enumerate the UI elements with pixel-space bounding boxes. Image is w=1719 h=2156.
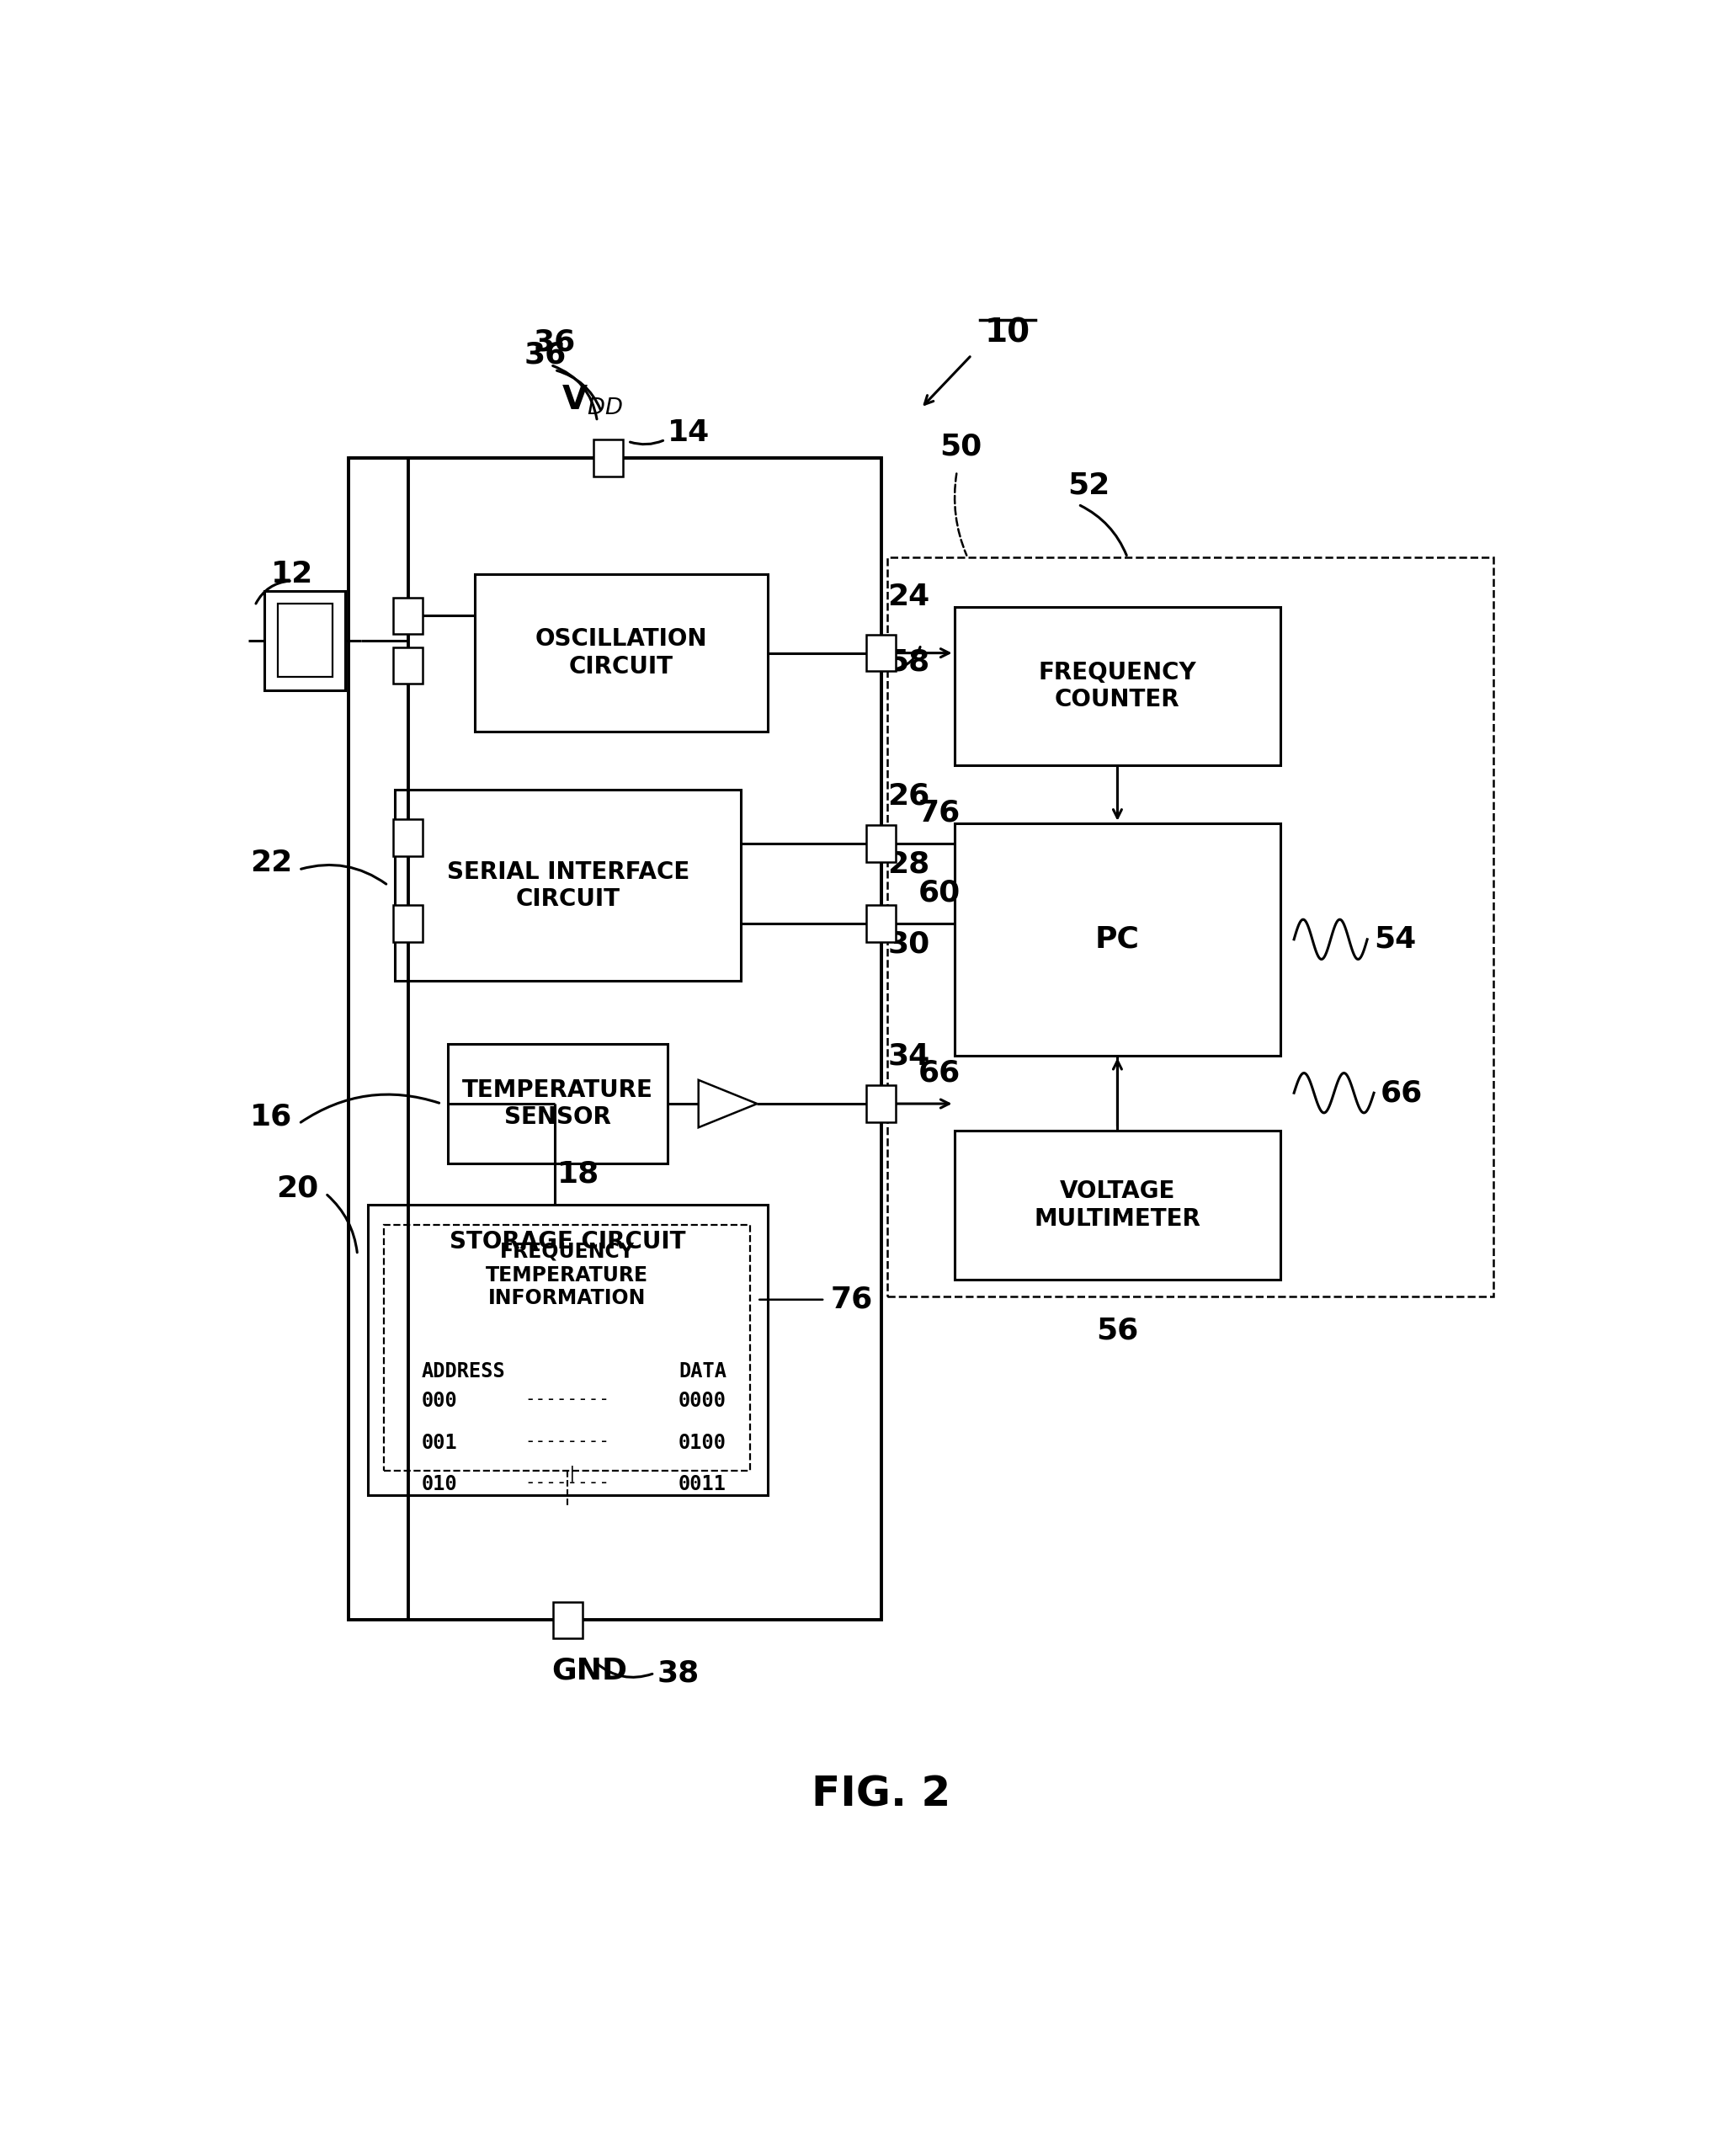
Text: |: | — [559, 1466, 576, 1481]
Polygon shape — [593, 440, 622, 476]
Text: 0011: 0011 — [679, 1475, 727, 1494]
Text: 0000: 0000 — [679, 1391, 727, 1412]
Text: 20: 20 — [277, 1175, 318, 1203]
Text: 28: 28 — [887, 849, 930, 880]
Text: --------: -------- — [524, 1475, 610, 1490]
Text: --------: -------- — [524, 1432, 610, 1449]
Text: 010: 010 — [421, 1475, 457, 1494]
Polygon shape — [394, 819, 423, 856]
Text: 10: 10 — [985, 317, 1030, 349]
Text: 001: 001 — [421, 1432, 457, 1453]
Text: OSCILLATION
CIRCUIT: OSCILLATION CIRCUIT — [535, 627, 707, 679]
Text: FIG. 2: FIG. 2 — [811, 1774, 951, 1815]
Text: 000: 000 — [421, 1391, 457, 1412]
Polygon shape — [866, 826, 896, 862]
Polygon shape — [394, 647, 423, 683]
Polygon shape — [554, 1602, 583, 1639]
Text: --------: -------- — [524, 1391, 610, 1408]
Text: 66: 66 — [918, 1059, 961, 1087]
Text: 38: 38 — [657, 1658, 700, 1688]
Text: DATA: DATA — [679, 1360, 727, 1382]
Text: FREQUENCY
COUNTER: FREQUENCY COUNTER — [1038, 660, 1196, 711]
Text: 54: 54 — [1373, 925, 1416, 953]
Text: 76: 76 — [830, 1285, 873, 1313]
Text: STORAGE CIRCUIT: STORAGE CIRCUIT — [450, 1229, 686, 1253]
Text: 56: 56 — [1097, 1315, 1138, 1345]
Polygon shape — [394, 597, 423, 634]
Text: SERIAL INTERFACE
CIRCUIT: SERIAL INTERFACE CIRCUIT — [447, 860, 689, 910]
Text: GND: GND — [552, 1656, 627, 1686]
Text: PC: PC — [1095, 925, 1140, 953]
Text: 60: 60 — [918, 877, 961, 908]
Text: TEMPERATURE
SENSOR: TEMPERATURE SENSOR — [462, 1078, 653, 1130]
Text: 12: 12 — [272, 561, 313, 589]
Polygon shape — [698, 1080, 756, 1128]
Text: 36: 36 — [524, 341, 567, 369]
Text: 30: 30 — [887, 929, 930, 959]
Text: 0100: 0100 — [679, 1432, 727, 1453]
Text: 24: 24 — [887, 582, 930, 612]
Text: ADDRESS: ADDRESS — [421, 1360, 505, 1382]
Text: 66: 66 — [1380, 1078, 1423, 1108]
Text: 52: 52 — [1067, 470, 1110, 500]
Text: FREQUENCY
TEMPERATURE
INFORMATION: FREQUENCY TEMPERATURE INFORMATION — [486, 1242, 648, 1309]
Polygon shape — [866, 634, 896, 671]
Text: $\mathbf{V}_{DD}$: $\mathbf{V}_{DD}$ — [560, 384, 622, 416]
Text: 36: 36 — [533, 328, 576, 356]
Text: 58: 58 — [887, 649, 930, 677]
Text: 14: 14 — [667, 418, 710, 446]
Text: 18: 18 — [557, 1160, 600, 1188]
Text: 16: 16 — [249, 1102, 292, 1132]
Polygon shape — [394, 906, 423, 942]
Text: VOLTAGE
MULTIMETER: VOLTAGE MULTIMETER — [1035, 1179, 1202, 1231]
Text: 76: 76 — [918, 798, 961, 826]
Text: 50: 50 — [940, 433, 982, 461]
Text: 26: 26 — [887, 783, 930, 811]
Polygon shape — [866, 906, 896, 942]
Text: 22: 22 — [249, 849, 292, 877]
Polygon shape — [866, 1084, 896, 1121]
Text: 34: 34 — [887, 1041, 930, 1072]
